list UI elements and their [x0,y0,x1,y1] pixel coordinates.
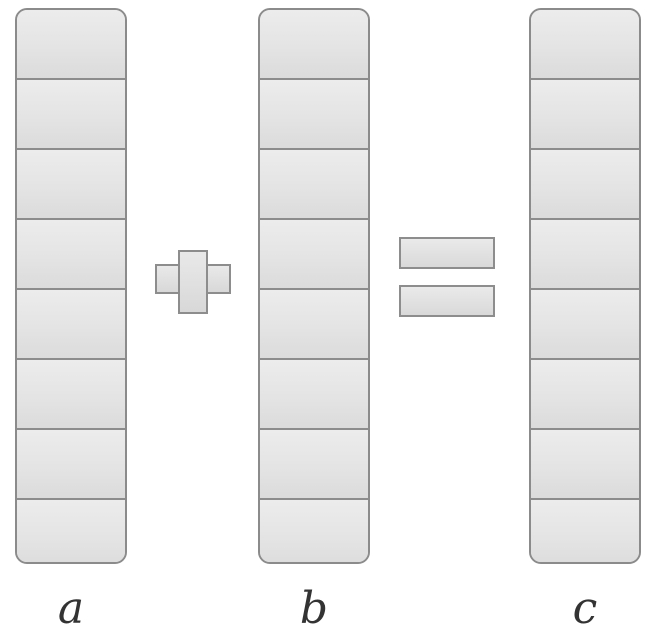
vector-c [529,8,641,564]
vector-a-cell [17,220,125,290]
vector-c-cell [531,430,639,500]
vector-a-cell [17,430,125,500]
vector-c-cell [531,290,639,360]
vector-b-cell [260,10,368,80]
vector-c-cell [531,80,639,150]
vector-c-cell [531,360,639,430]
vector-b-cell [260,150,368,220]
vector-a-cell [17,10,125,80]
vector-b-label: b [299,583,329,634]
vector-b-cell [260,290,368,360]
vector-b-cell [260,360,368,430]
vector-c-cell [531,10,639,80]
equals-top-bar [399,237,495,269]
vector-b-cell [260,500,368,562]
vector-a-cell [17,290,125,360]
vector-b-cell [260,220,368,290]
vector-a-cell [17,360,125,430]
vector-b-cell [260,430,368,500]
vector-a-cell [17,80,125,150]
vector-b-cell [260,80,368,150]
vector-c-cell [531,500,639,562]
equals-bottom-bar [399,285,495,317]
vector-c-cell [531,150,639,220]
plus-vertical-bar [178,250,208,314]
vector-c-cell [531,220,639,290]
equals-sign [399,237,495,317]
vector-a-cell [17,500,125,562]
plus-sign [155,250,231,314]
vector-a [15,8,127,564]
vector-a-cell [17,150,125,220]
vector-c-label: c [572,583,598,634]
vector-a-label: a [57,583,85,634]
vector-b [258,8,370,564]
